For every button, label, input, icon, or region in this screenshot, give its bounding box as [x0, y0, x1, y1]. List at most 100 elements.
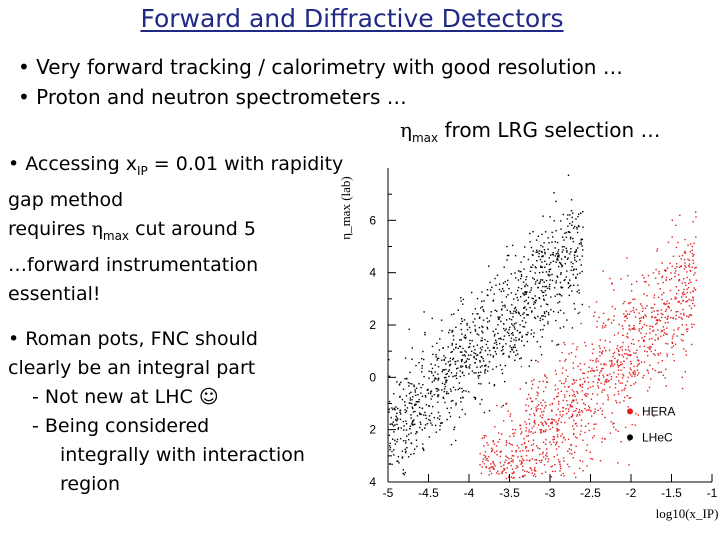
data-point-hera: [635, 412, 637, 415]
data-point-hera: [632, 373, 635, 375]
data-point-lhec: [534, 295, 536, 297]
data-point-lhec: [424, 424, 427, 426]
data-point-hera: [533, 419, 536, 422]
data-point-lhec: [501, 368, 503, 371]
data-point-hera: [617, 359, 619, 361]
data-point-lhec: [581, 270, 583, 273]
data-point-lhec: [474, 325, 476, 327]
data-point-hera: [695, 279, 697, 281]
data-point-lhec: [404, 448, 406, 450]
data-point-hera: [619, 346, 621, 349]
data-point-lhec: [445, 379, 447, 381]
data-point-hera: [611, 361, 613, 363]
accessing-line: • Accessing xIP = 0.01 with rapidity: [8, 153, 344, 178]
data-point-lhec: [409, 427, 411, 430]
data-point-lhec: [393, 431, 395, 433]
data-point-hera: [622, 356, 625, 358]
data-point-hera: [535, 409, 538, 411]
data-point-hera: [644, 335, 646, 338]
data-point-hera: [556, 454, 559, 456]
data-point-lhec: [541, 255, 543, 258]
data-point-hera: [665, 368, 667, 371]
data-point-lhec: [567, 214, 569, 216]
data-point-lhec: [578, 292, 580, 294]
data-point-hera: [688, 259, 691, 262]
data-point-hera: [680, 313, 682, 315]
data-point-lhec: [484, 365, 487, 367]
data-point-lhec: [542, 328, 544, 331]
data-point-hera: [545, 438, 547, 441]
data-point-lhec: [574, 251, 577, 253]
data-point-hera: [671, 236, 673, 238]
data-point-hera: [582, 439, 584, 441]
data-point-lhec: [511, 333, 513, 335]
data-point-lhec: [571, 216, 573, 219]
data-point-lhec: [409, 382, 411, 385]
data-point-hera: [606, 378, 608, 381]
data-point-lhec: [430, 412, 433, 415]
data-point-lhec: [445, 368, 447, 371]
data-point-lhec: [525, 278, 527, 281]
data-point-hera: [528, 431, 530, 433]
data-point-lhec: [399, 438, 402, 440]
data-point-hera: [553, 436, 556, 438]
data-point-lhec: [440, 422, 442, 424]
data-point-hera: [602, 322, 605, 324]
data-point-hera: [575, 445, 577, 447]
data-point-hera: [513, 455, 515, 457]
data-point-lhec: [481, 306, 483, 308]
data-point-lhec: [468, 326, 471, 329]
data-point-lhec: [539, 258, 542, 261]
data-point-lhec: [391, 423, 393, 425]
data-point-hera: [598, 316, 600, 319]
data-point-hera: [661, 299, 663, 301]
data-point-hera: [525, 427, 528, 429]
data-point-hera: [678, 289, 680, 292]
data-point-lhec: [560, 220, 562, 222]
data-point-hera: [635, 352, 637, 354]
data-point-lhec: [395, 415, 397, 417]
data-point-lhec: [414, 448, 416, 450]
data-point-hera: [661, 275, 664, 278]
data-point-hera: [583, 363, 586, 365]
data-point-hera: [497, 441, 499, 443]
data-point-lhec: [458, 382, 461, 384]
data-point-lhec: [431, 395, 433, 397]
data-point-hera: [557, 429, 559, 432]
data-point-hera: [483, 437, 485, 439]
data-point-lhec: [404, 378, 406, 380]
data-point-lhec: [523, 317, 525, 319]
data-point-hera: [651, 316, 653, 319]
data-point-hera: [573, 433, 575, 435]
data-point-hera: [612, 355, 614, 358]
data-point-hera: [573, 419, 575, 422]
data-point-hera: [572, 395, 574, 397]
data-point-lhec: [481, 356, 483, 358]
data-point-lhec: [406, 378, 408, 380]
data-point-hera: [621, 382, 623, 384]
data-point-hera: [551, 418, 553, 420]
data-point-lhec: [541, 261, 543, 263]
data-point-lhec: [450, 372, 453, 374]
data-point-lhec: [495, 328, 497, 330]
data-point-lhec: [401, 457, 404, 459]
data-point-hera: [623, 396, 626, 399]
data-point-lhec: [520, 274, 523, 276]
data-point-hera: [573, 391, 575, 393]
data-point-hera: [626, 313, 629, 315]
data-point-hera: [594, 410, 596, 413]
data-point-lhec: [504, 306, 506, 308]
data-point-hera: [533, 412, 535, 415]
data-point-hera: [644, 314, 646, 316]
data-point-hera: [633, 365, 635, 368]
data-point-hera: [575, 408, 578, 410]
data-point-hera: [505, 472, 507, 474]
data-point-lhec: [434, 424, 437, 427]
data-point-hera: [537, 424, 540, 426]
y-tick-label: 4: [369, 266, 376, 280]
data-point-lhec: [510, 292, 513, 294]
data-point-hera: [630, 310, 632, 313]
data-point-lhec: [412, 396, 414, 398]
data-point-lhec: [491, 286, 493, 288]
data-point-hera: [563, 382, 565, 385]
